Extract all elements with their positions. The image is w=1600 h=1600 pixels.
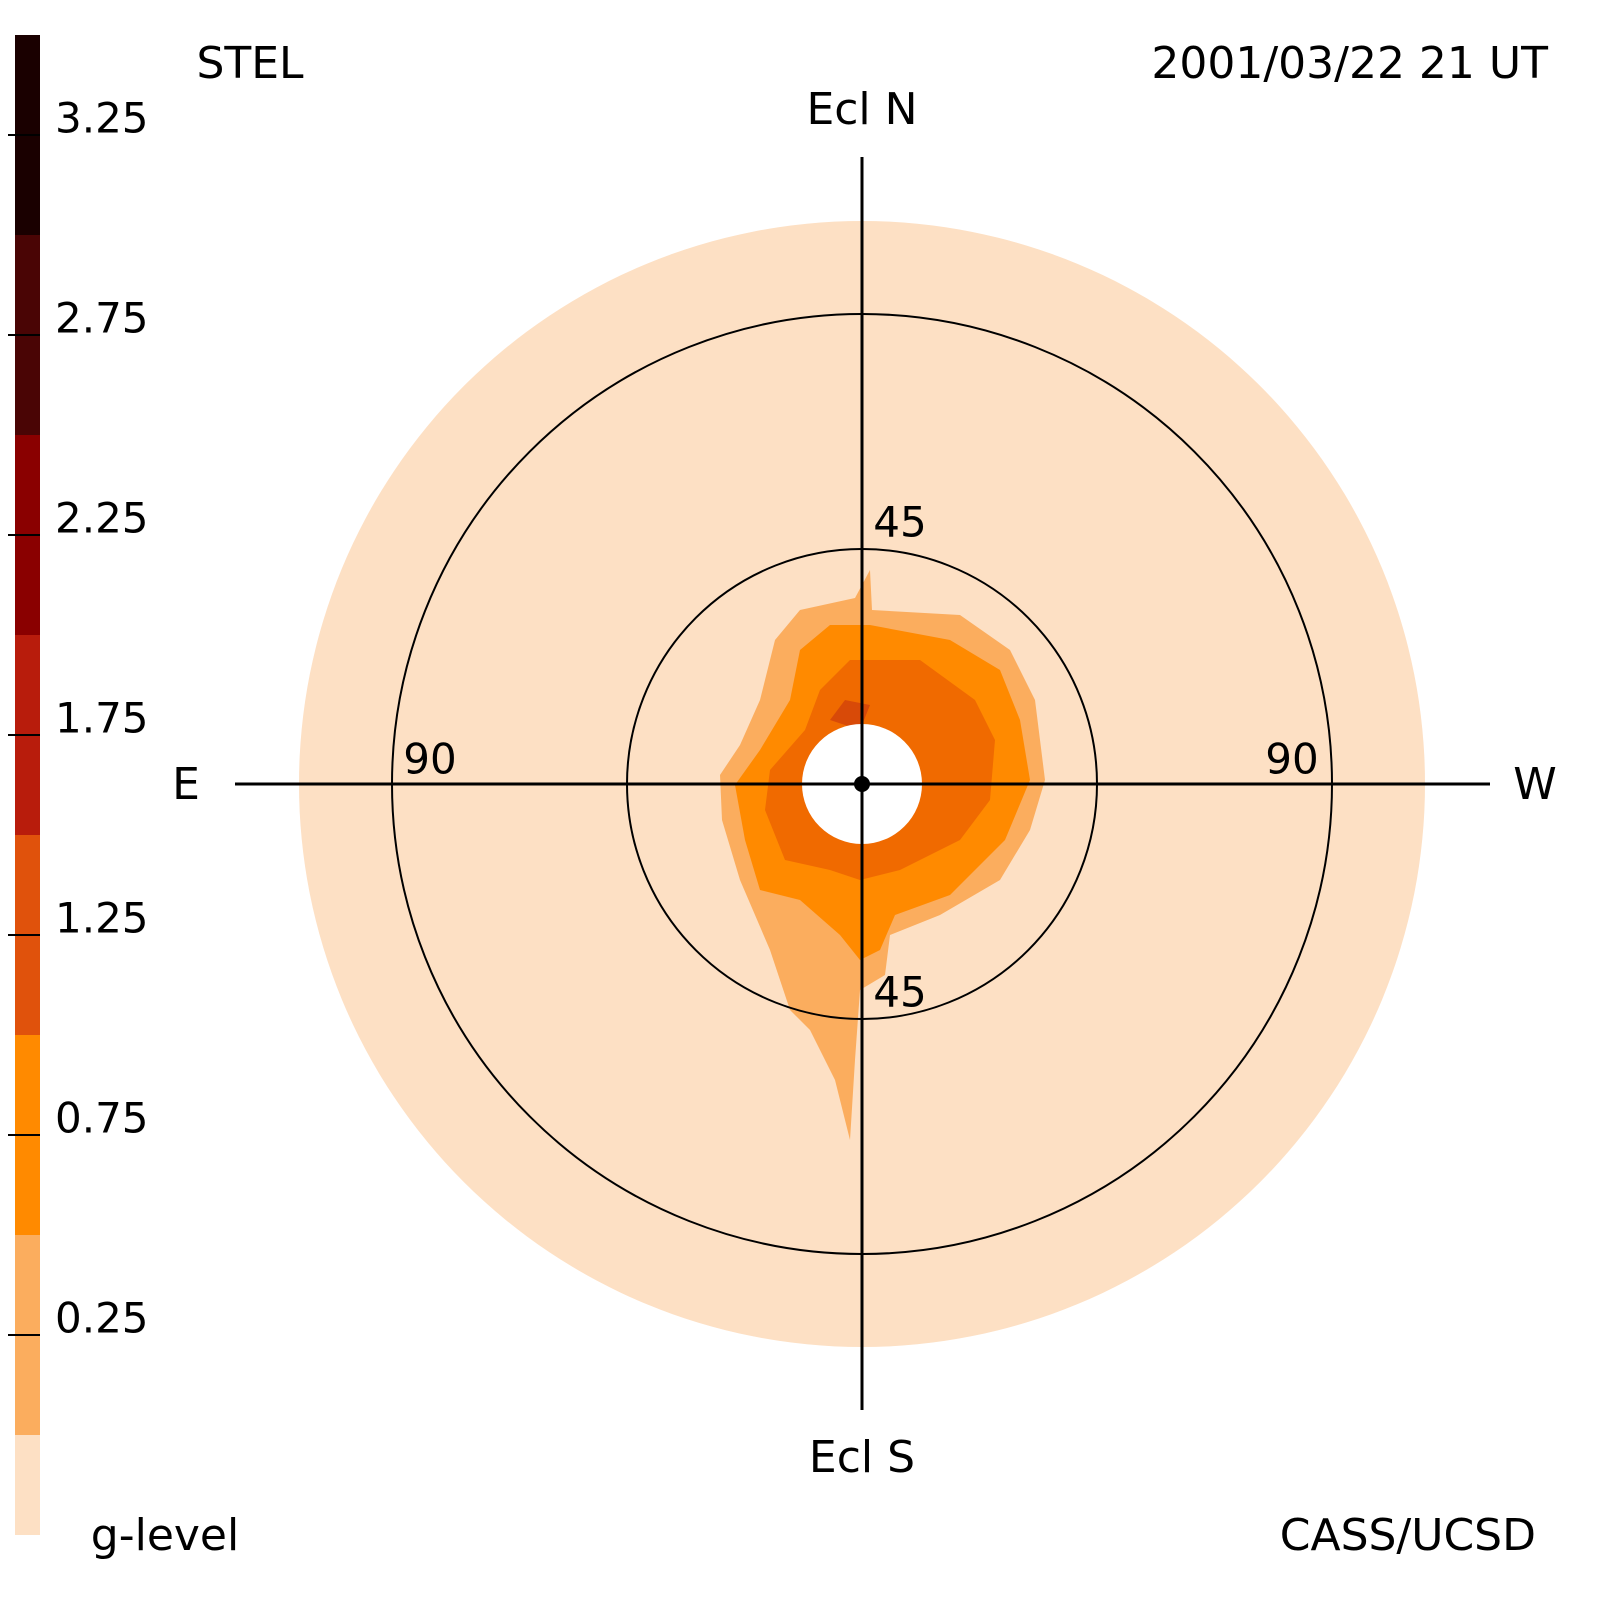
south-label: Ecl S xyxy=(809,1432,915,1483)
colorbar-label: g-level xyxy=(91,1510,239,1561)
colorbar-tick-label: 0.25 xyxy=(55,1294,149,1343)
peak-region xyxy=(830,700,870,730)
ring-label: 45 xyxy=(873,498,926,547)
west-label: W xyxy=(1513,759,1557,810)
colorbar-tick-label: 3.25 xyxy=(55,94,149,143)
colorbar-tick-label: 1.75 xyxy=(55,694,149,743)
colorbar-tick-label: 2.75 xyxy=(55,294,149,343)
ring-label: 90 xyxy=(403,735,456,784)
north-label: Ecl N xyxy=(806,84,917,135)
map-layer xyxy=(235,157,1490,1410)
colorbar-tick-label: 2.25 xyxy=(55,494,149,543)
colorbar-tick-label: 1.25 xyxy=(55,894,149,943)
colorbar-band xyxy=(15,1435,40,1535)
timestamp: 2001/03/22 21 UT xyxy=(1151,38,1548,89)
credit: CASS/UCSD xyxy=(1280,1510,1536,1561)
colorbar-tick-label: 0.75 xyxy=(55,1094,149,1143)
sun-center xyxy=(854,776,870,792)
station: STEL xyxy=(196,38,304,89)
east-label: E xyxy=(172,759,200,810)
ring-label: 45 xyxy=(873,968,926,1017)
ring-label: 90 xyxy=(1265,735,1318,784)
